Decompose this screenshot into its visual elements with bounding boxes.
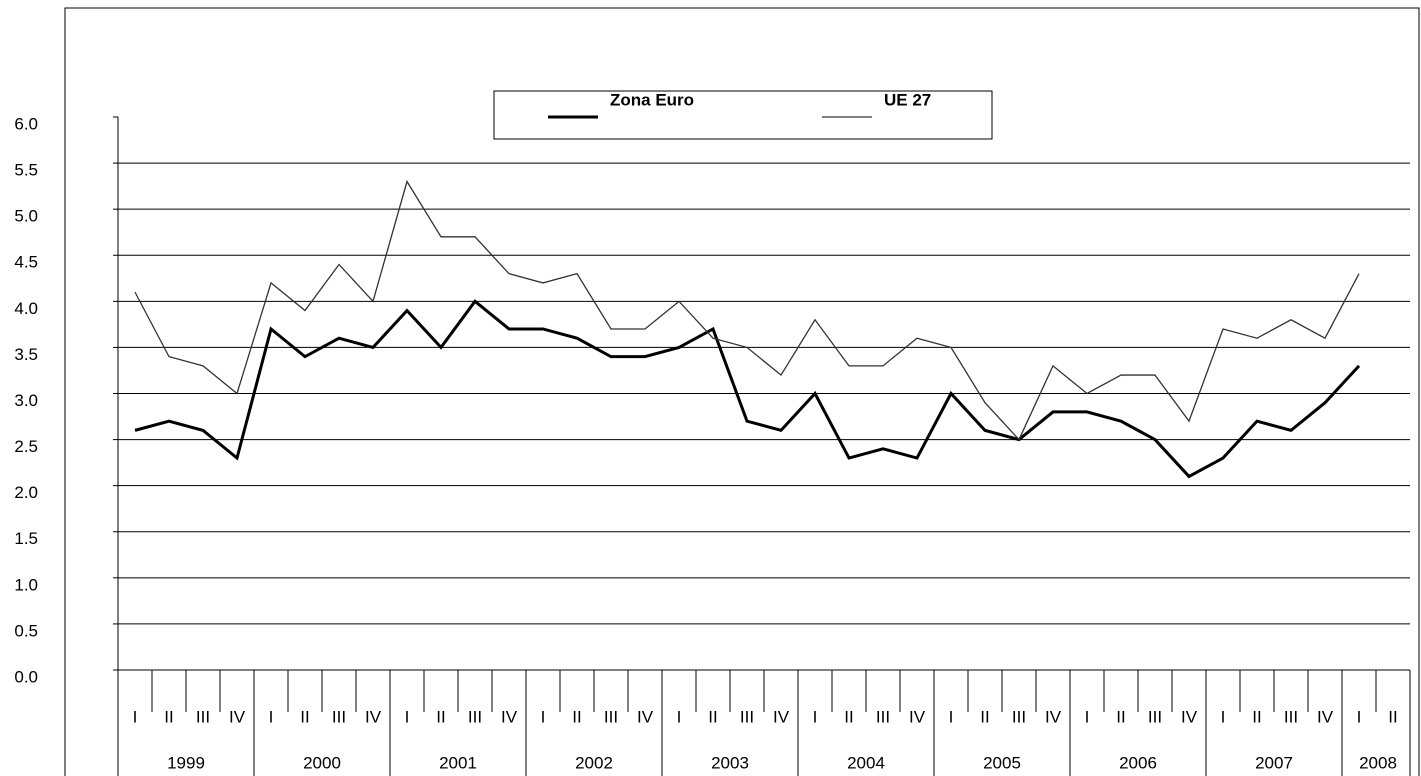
y-tick-label: 3.0: [14, 391, 38, 410]
year-label: 2000: [303, 753, 341, 772]
year-label: 2001: [439, 753, 477, 772]
x-tick-label: II: [980, 707, 989, 726]
y-tick-label: 6.0: [14, 114, 38, 133]
x-tick-label: I: [677, 707, 682, 726]
x-tick-label: IV: [229, 707, 246, 726]
x-tick-label: IV: [637, 707, 654, 726]
x-tick-label: IV: [773, 707, 790, 726]
y-tick-label: 4.0: [14, 299, 38, 318]
x-tick-label: I: [813, 707, 818, 726]
x-tick-label: I: [405, 707, 410, 726]
x-tick-label: I: [949, 707, 954, 726]
y-tick-label: 5.0: [14, 207, 38, 226]
x-tick-label: II: [1388, 707, 1397, 726]
year-label: 2003: [711, 753, 749, 772]
x-tick-label: I: [269, 707, 274, 726]
x-tick-label: II: [1116, 707, 1125, 726]
y-tick-label: 4.5: [14, 253, 38, 272]
year-label: 2008: [1359, 753, 1397, 772]
legend-text: Zona Euro: [610, 90, 694, 109]
x-tick-label: III: [332, 707, 346, 726]
y-tick-label: 1.0: [14, 575, 38, 594]
x-tick-label: IV: [1317, 707, 1334, 726]
chart-frame: [64, 7, 1420, 776]
x-tick-label: I: [541, 707, 546, 726]
y-tick-label: 3.5: [14, 345, 38, 364]
x-tick-label: III: [740, 707, 754, 726]
y-tick-label: 5.5: [14, 161, 38, 180]
x-tick-label: IV: [365, 707, 382, 726]
x-tick-label: III: [876, 707, 890, 726]
x-tick-label: II: [708, 707, 717, 726]
x-tick-label: I: [133, 707, 138, 726]
x-tick-label: II: [164, 707, 173, 726]
x-tick-label: II: [572, 707, 581, 726]
x-tick-label: II: [844, 707, 853, 726]
x-tick-label: I: [1221, 707, 1226, 726]
x-tick-label: II: [1252, 707, 1261, 726]
y-tick-label: 2.5: [14, 437, 38, 456]
legend-text: UE 27: [884, 90, 931, 109]
x-tick-label: IV: [909, 707, 926, 726]
series-line: [134, 179, 1360, 441]
x-tick-label: III: [1012, 707, 1026, 726]
year-label: 2005: [983, 753, 1021, 772]
x-tick-label: IV: [1181, 707, 1198, 726]
y-tick-label: 2.0: [14, 483, 38, 502]
x-tick-label: I: [1357, 707, 1362, 726]
y-tick-label: 0.0: [14, 667, 38, 686]
year-label: 2002: [575, 753, 613, 772]
y-tick-label: 1.5: [14, 529, 38, 548]
series-line: [134, 299, 1361, 479]
x-tick-label: IV: [501, 707, 518, 726]
year-label: 2006: [1119, 753, 1157, 772]
year-label: 2004: [847, 753, 885, 772]
x-tick-label: II: [300, 707, 309, 726]
x-tick-label: III: [468, 707, 482, 726]
year-label: 2007: [1255, 753, 1293, 772]
legend-box: [493, 90, 993, 140]
x-tick-label: III: [1284, 707, 1298, 726]
x-tick-label: I: [1085, 707, 1090, 726]
x-tick-label: III: [1148, 707, 1162, 726]
x-tick-label: III: [604, 707, 618, 726]
year-label: 1999: [167, 753, 205, 772]
x-tick-label: II: [436, 707, 445, 726]
y-tick-label: 0.5: [14, 621, 38, 640]
x-tick-label: IV: [1045, 707, 1062, 726]
x-tick-label: III: [196, 707, 210, 726]
